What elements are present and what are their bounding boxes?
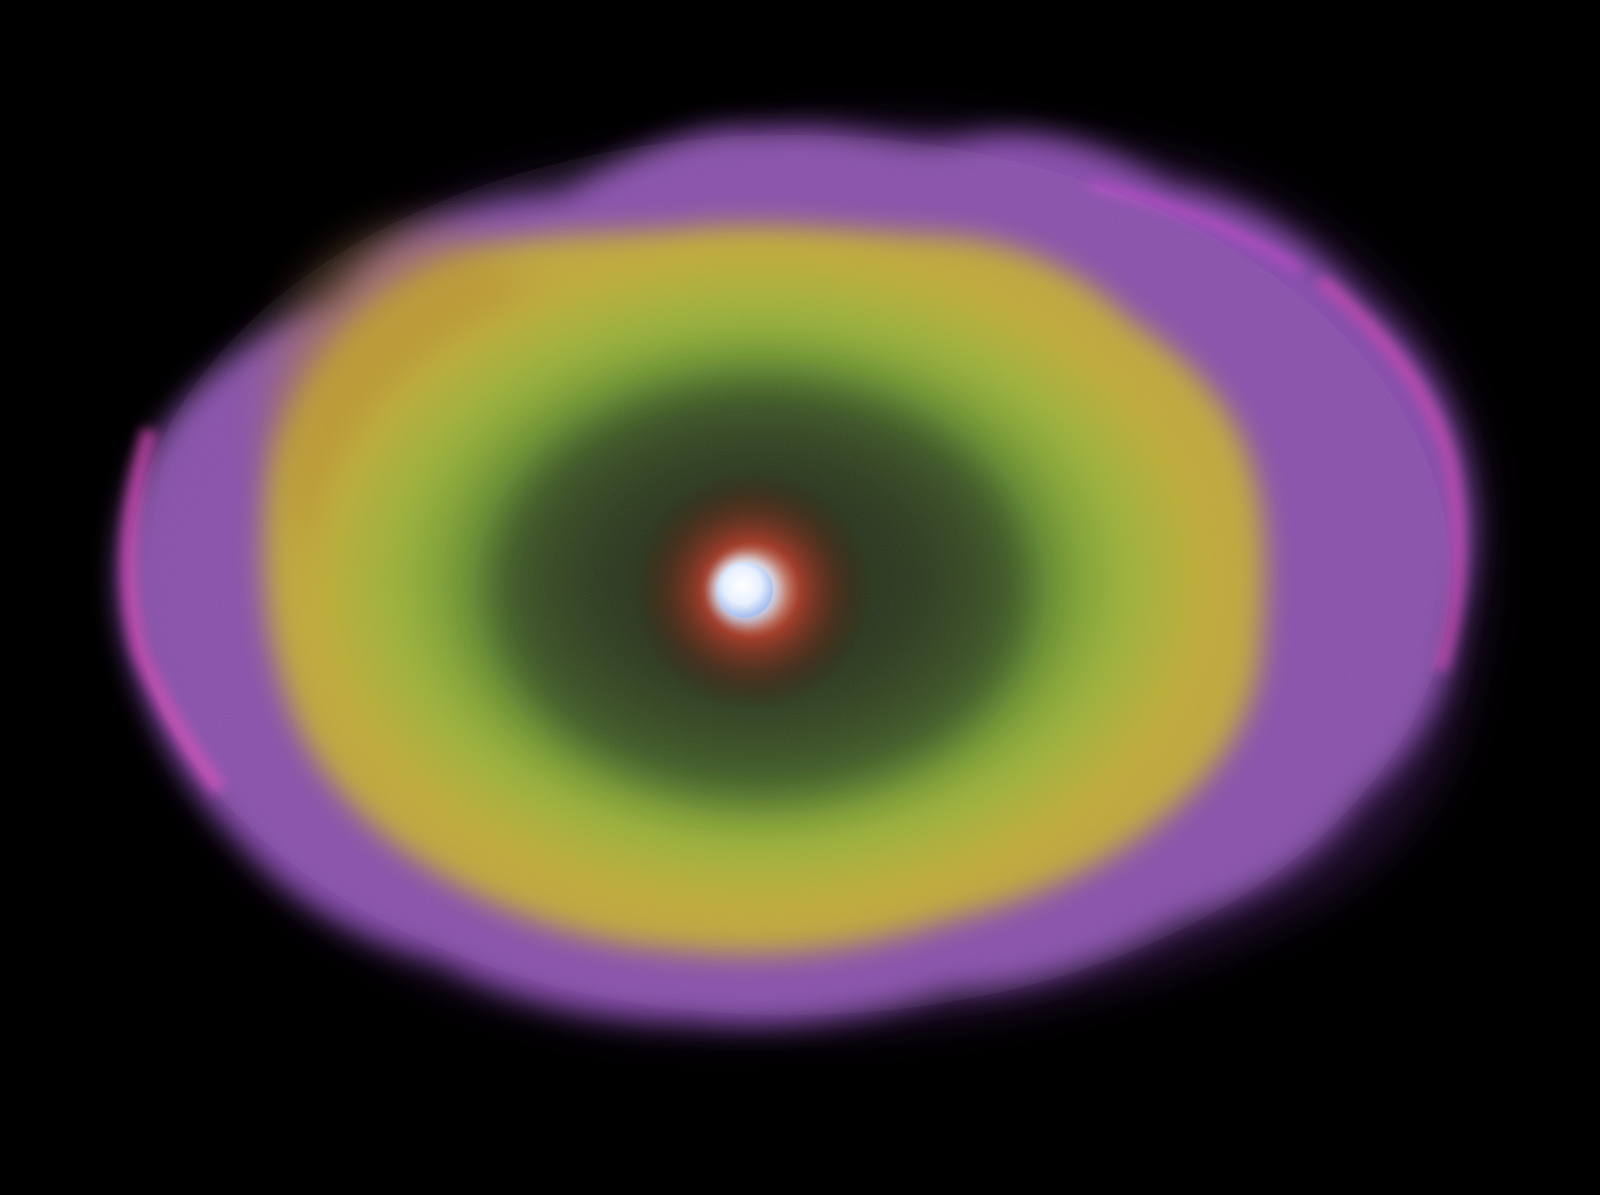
rim-highlight-right xyxy=(1315,274,1466,673)
rim-highlight-top xyxy=(1088,180,1303,275)
central-star-core xyxy=(717,562,773,618)
